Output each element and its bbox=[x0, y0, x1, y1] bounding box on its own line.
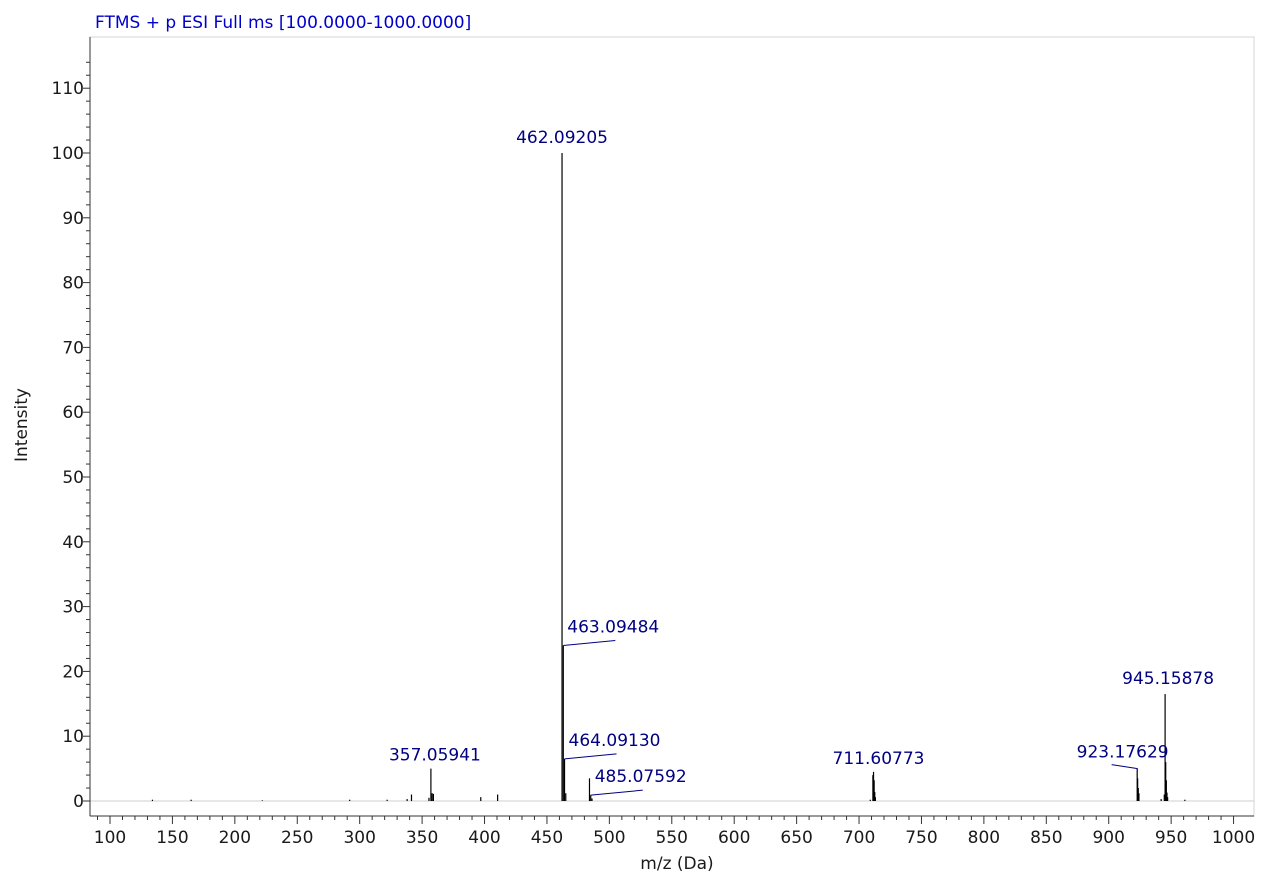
x-tick-label: 150 bbox=[156, 828, 188, 848]
x-tick-label: 200 bbox=[219, 828, 251, 848]
peak-annotation: 711.60773 bbox=[833, 749, 925, 769]
y-tick-label: 100 bbox=[52, 144, 84, 164]
x-tick-label: 1000 bbox=[1212, 828, 1255, 848]
y-tick-label: 30 bbox=[62, 598, 84, 618]
y-tick-label: 60 bbox=[62, 403, 84, 423]
y-tick-label: 40 bbox=[62, 533, 84, 553]
x-axis: 100 150 200 250 300 350 400 450 500 550 600 650 700 7… bbox=[90, 815, 1255, 848]
x-tick-label: 550 bbox=[656, 828, 688, 848]
x-tick-label: 850 bbox=[1030, 828, 1062, 848]
y-tick-label: 10 bbox=[62, 727, 84, 747]
peak-annotations: 462.09205 463.09484 464.09130 485.07592 357.… bbox=[389, 128, 1214, 796]
x-axis-title: m/z (Da) bbox=[640, 854, 713, 874]
peak-annotation: 462.09205 bbox=[516, 128, 608, 148]
peak-annotation: 945.15878 bbox=[1122, 669, 1214, 689]
y-axis-title: Intensity bbox=[12, 388, 32, 462]
x-tick-label: 500 bbox=[593, 828, 625, 848]
x-tick-label: 600 bbox=[718, 828, 750, 848]
x-tick-label: 800 bbox=[968, 828, 1000, 848]
peak-annotation: 464.09130 bbox=[569, 731, 661, 751]
peak-annotation: 923.17629 bbox=[1077, 743, 1169, 763]
annotation-leader bbox=[1111, 764, 1138, 770]
x-tick-label: 300 bbox=[343, 828, 375, 848]
annotation-leader bbox=[563, 639, 616, 646]
annotation-leader bbox=[590, 789, 643, 796]
chart-title: FTMS + p ESI Full ms [100.0000-1000.0000… bbox=[95, 13, 471, 33]
peak-annotation: 485.07592 bbox=[595, 767, 687, 787]
plot-frame bbox=[89, 36, 1255, 817]
y-tick-label: 70 bbox=[62, 338, 84, 358]
x-tick-label: 700 bbox=[843, 828, 875, 848]
peak-sticks bbox=[151, 153, 1186, 801]
x-tick-label: 650 bbox=[780, 828, 812, 848]
y-axis: 0 10 20 30 40 50 60 70 80 90 100 110 bbox=[52, 37, 91, 816]
x-tick-label: 250 bbox=[281, 828, 313, 848]
annotation-leader bbox=[564, 753, 617, 760]
x-tick-label: 950 bbox=[1155, 828, 1187, 848]
x-tick-label: 100 bbox=[94, 828, 126, 848]
x-tick-label: 750 bbox=[905, 828, 937, 848]
x-tick-label: 350 bbox=[406, 828, 438, 848]
y-tick-label: 0 bbox=[73, 792, 84, 812]
y-tick-label: 50 bbox=[62, 468, 84, 488]
peak-annotation: 357.05941 bbox=[389, 746, 481, 766]
x-tick-label: 450 bbox=[531, 828, 563, 848]
y-tick-label: 20 bbox=[62, 662, 84, 682]
x-tick-label: 400 bbox=[468, 828, 500, 848]
peak-annotation: 463.09484 bbox=[567, 617, 659, 637]
y-tick-label: 80 bbox=[62, 274, 84, 294]
y-tick-label: 110 bbox=[52, 79, 84, 99]
x-tick-label: 900 bbox=[1092, 828, 1124, 848]
y-tick-label: 90 bbox=[62, 209, 84, 229]
